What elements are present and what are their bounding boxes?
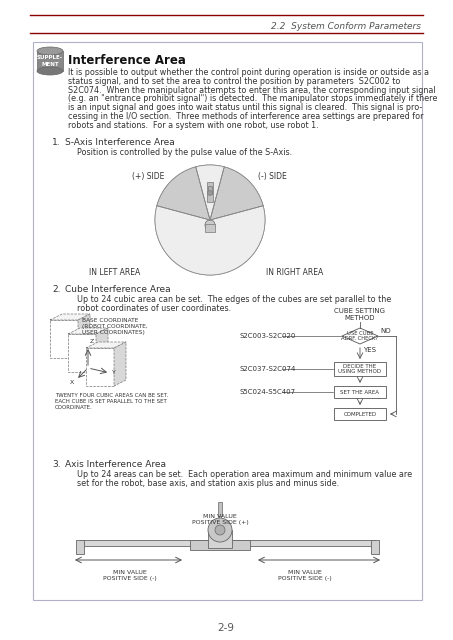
Text: 1.: 1. [52, 138, 61, 147]
Text: YES: YES [363, 347, 376, 353]
Text: is an input signal and goes into wait status until this signal is cleared.  This: is an input signal and goes into wait st… [68, 103, 422, 112]
Text: (-) SIDE: (-) SIDE [258, 172, 286, 181]
Ellipse shape [37, 67, 63, 75]
Text: Up to 24 cubic area can be set.  The edges of the cubes are set parallel to the: Up to 24 cubic area can be set. The edge… [77, 295, 391, 304]
Bar [334, 362, 386, 376]
Text: cessing in the I/O section.  Three methods of interference area settings are pre: cessing in the I/O section. Three method… [68, 112, 424, 121]
Wedge shape [210, 167, 263, 220]
Polygon shape [86, 342, 126, 348]
Bar [208, 530, 232, 548]
Bar [80, 540, 375, 546]
Circle shape [215, 525, 225, 535]
Polygon shape [68, 328, 108, 334]
Text: Cube Interference Area: Cube Interference Area [65, 285, 171, 294]
Text: robots and stations.  For a system with one robot, use robot 1.: robots and stations. For a system with o… [68, 121, 318, 130]
Bar [208, 186, 212, 194]
Text: X: X [70, 381, 74, 385]
Text: Up to 24 areas can be set.  Each operation area maximum and minimum value are: Up to 24 areas can be set. Each operatio… [77, 470, 412, 479]
Bar [76, 540, 84, 554]
Circle shape [205, 220, 215, 230]
Circle shape [155, 165, 265, 275]
Text: set for the robot, base axis, and station axis plus and minus side.: set for the robot, base axis, and statio… [77, 479, 339, 488]
Text: S2C037-S2C074: S2C037-S2C074 [240, 366, 296, 372]
Polygon shape [96, 328, 108, 372]
Text: S2C003-S2C020: S2C003-S2C020 [240, 333, 296, 339]
Bar [205, 224, 215, 232]
Text: CUBE SETTING
METHOD: CUBE SETTING METHOD [334, 308, 386, 321]
Text: IN RIGHT AREA: IN RIGHT AREA [266, 268, 323, 277]
Bar [334, 386, 386, 398]
Polygon shape [342, 328, 378, 344]
Text: S-Axis Interference Area: S-Axis Interference Area [65, 138, 175, 147]
Bar [33, 42, 422, 600]
Ellipse shape [37, 47, 63, 55]
Bar [207, 182, 213, 202]
Text: NO: NO [380, 328, 390, 334]
Text: status signal, and to set the area to control the position by parameters  S2C002: status signal, and to set the area to co… [68, 77, 400, 86]
Text: TWENTY FOUR CUBIC AREAS CAN BE SET.
EACH CUBE IS SET PARALLEL TO THE SET
COORDIN: TWENTY FOUR CUBIC AREAS CAN BE SET. EACH… [55, 393, 168, 410]
Polygon shape [50, 314, 90, 320]
Text: It is possible to output whether the control point during operation is inside or: It is possible to output whether the con… [68, 68, 429, 77]
Polygon shape [114, 342, 126, 386]
Text: MIN VALUE
POSITIVE SIDE (+): MIN VALUE POSITIVE SIDE (+) [192, 514, 248, 525]
Text: (e.g. an "entrance prohibit signal") is detected.  The manipulator stops immedia: (e.g. an "entrance prohibit signal") is … [68, 94, 438, 104]
Text: Y: Y [112, 371, 116, 376]
Polygon shape [68, 334, 96, 372]
Text: USE CUBE
ADRF. CHECK?: USE CUBE ADRF. CHECK? [342, 331, 379, 341]
Text: Z: Z [90, 339, 94, 344]
Wedge shape [196, 165, 224, 220]
Text: SET THE AREA: SET THE AREA [341, 390, 380, 394]
Text: IN LEFT AREA: IN LEFT AREA [89, 268, 140, 277]
Circle shape [208, 518, 232, 542]
Bar [218, 502, 222, 516]
Bar [371, 540, 379, 554]
Text: MIN VALUE
POSITIVE SIDE (-): MIN VALUE POSITIVE SIDE (-) [278, 570, 332, 581]
Bar [37, 51, 63, 71]
Text: S5C024-S5C407: S5C024-S5C407 [240, 389, 296, 395]
Text: DECIDE THE
USING METHOD: DECIDE THE USING METHOD [338, 364, 381, 374]
Text: 2.: 2. [52, 285, 61, 294]
Text: Interference Area: Interference Area [68, 54, 186, 67]
Text: 2.2  System Conform Parameters: 2.2 System Conform Parameters [271, 22, 421, 31]
Text: Position is controlled by the pulse value of the S-Axis.: Position is controlled by the pulse valu… [77, 148, 292, 157]
Text: robot coordinates of user coordinates.: robot coordinates of user coordinates. [77, 304, 231, 313]
Bar [190, 540, 250, 550]
Text: MIN VALUE
POSITIVE SIDE (-): MIN VALUE POSITIVE SIDE (-) [103, 570, 157, 581]
Wedge shape [155, 206, 265, 275]
Polygon shape [78, 314, 90, 358]
Polygon shape [86, 348, 114, 386]
Polygon shape [50, 320, 78, 358]
Text: COMPLETED: COMPLETED [343, 412, 376, 417]
Wedge shape [157, 167, 210, 220]
Text: S2C074.  When the manipulator attempts to enter this area, the corresponding inp: S2C074. When the manipulator attempts to… [68, 86, 436, 95]
Bar [334, 408, 386, 420]
Circle shape [207, 191, 212, 195]
Text: SUPPLE-
MENT: SUPPLE- MENT [37, 56, 63, 67]
Text: Axis Interference Area: Axis Interference Area [65, 460, 166, 469]
Text: 3.: 3. [52, 460, 61, 469]
Text: (+) SIDE: (+) SIDE [132, 172, 164, 181]
Text: 2-9: 2-9 [217, 623, 235, 633]
Text: BASE COORDINATE
(ROBOT COORDINATE,
USER COORDINATES): BASE COORDINATE (ROBOT COORDINATE, USER … [82, 318, 148, 335]
